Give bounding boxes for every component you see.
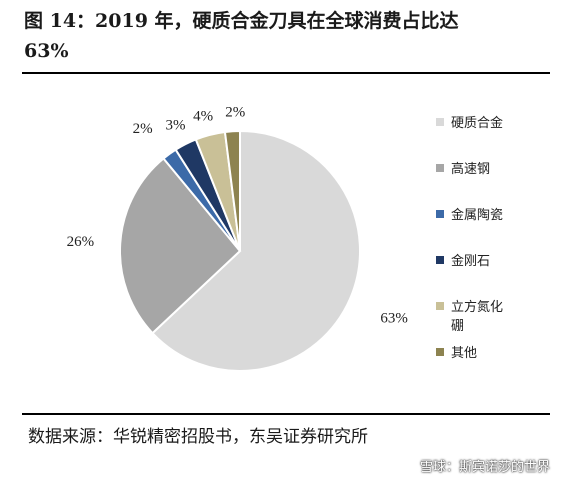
slice-value-label-5: 2%	[225, 104, 245, 120]
legend-label-5: 其他	[451, 346, 477, 361]
slice-value-label-4: 4%	[193, 108, 213, 124]
legend-label-4-line-1: 硼	[451, 319, 464, 334]
title-line-2: 63%	[24, 40, 69, 62]
legend-swatch-2	[436, 210, 444, 218]
legend-swatch-1	[436, 164, 444, 172]
legend-swatch-4	[436, 302, 444, 310]
pie-slice-5	[223, 129, 241, 252]
source-note: 数据来源：华锐精密招股书，东吴证券研究所	[28, 427, 368, 447]
legend-swatch-3	[436, 256, 444, 264]
pie-slice-0	[151, 129, 361, 372]
legend-label-4: 立方氮化	[451, 299, 503, 315]
slice-value-label-0: 63%	[380, 311, 408, 327]
bottom-rule	[22, 413, 550, 415]
slice-value-label-3: 3%	[166, 117, 186, 133]
title-line-1: 图 14：2019 年，硬质合金刀具在全球消费占比达	[24, 10, 459, 32]
legend-label-0: 硬质合金	[451, 115, 503, 131]
legend-label-3: 金刚石	[451, 253, 490, 269]
pie-slice-1	[119, 157, 242, 335]
top-rule	[22, 72, 550, 74]
watermark: 雪球：斯宾诺莎的世界	[419, 460, 550, 475]
legend-swatch-5	[436, 348, 444, 356]
legend-label-1: 高速钢	[451, 161, 490, 177]
chart-title: 图 14：2019 年，硬质合金刀具在全球消费占比达 63%	[24, 6, 544, 66]
legend-label-2: 金属陶瓷	[451, 207, 503, 223]
slice-value-label-2: 2%	[133, 121, 153, 137]
legend-swatch-0	[436, 118, 444, 126]
slice-value-label-1: 26%	[67, 234, 95, 250]
